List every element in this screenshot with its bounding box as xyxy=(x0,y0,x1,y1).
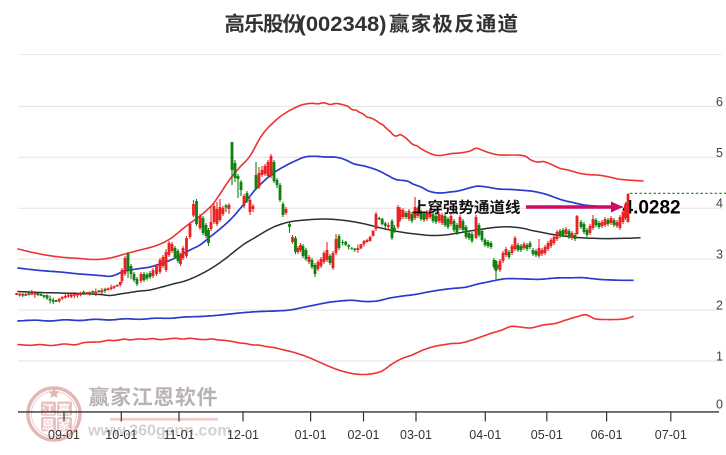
svg-text:0: 0 xyxy=(716,398,723,412)
svg-text:5: 5 xyxy=(716,146,723,160)
svg-text:1: 1 xyxy=(716,349,723,363)
svg-text:03-01: 03-01 xyxy=(400,428,432,442)
svg-text:05-01: 05-01 xyxy=(531,428,563,442)
svg-text:02-01: 02-01 xyxy=(348,428,380,442)
svg-text:12-01: 12-01 xyxy=(227,428,259,442)
svg-text:(002348): (002348) xyxy=(299,13,387,36)
svg-text:www.360gann.com: www.360gann.com xyxy=(87,423,231,440)
svg-text:01-01: 01-01 xyxy=(295,428,327,442)
svg-text:4.0282: 4.0282 xyxy=(623,198,681,219)
svg-text:11-01: 11-01 xyxy=(163,428,194,442)
svg-text:2: 2 xyxy=(716,299,723,313)
svg-text:07-01: 07-01 xyxy=(655,428,687,442)
svg-text:4: 4 xyxy=(716,197,723,211)
svg-text:6: 6 xyxy=(716,95,723,109)
svg-text:3: 3 xyxy=(716,248,723,262)
svg-text:09-01: 09-01 xyxy=(48,428,80,442)
svg-text:10-01: 10-01 xyxy=(105,428,137,442)
svg-text:06-01: 06-01 xyxy=(591,428,623,442)
svg-text:04-01: 04-01 xyxy=(469,428,501,442)
